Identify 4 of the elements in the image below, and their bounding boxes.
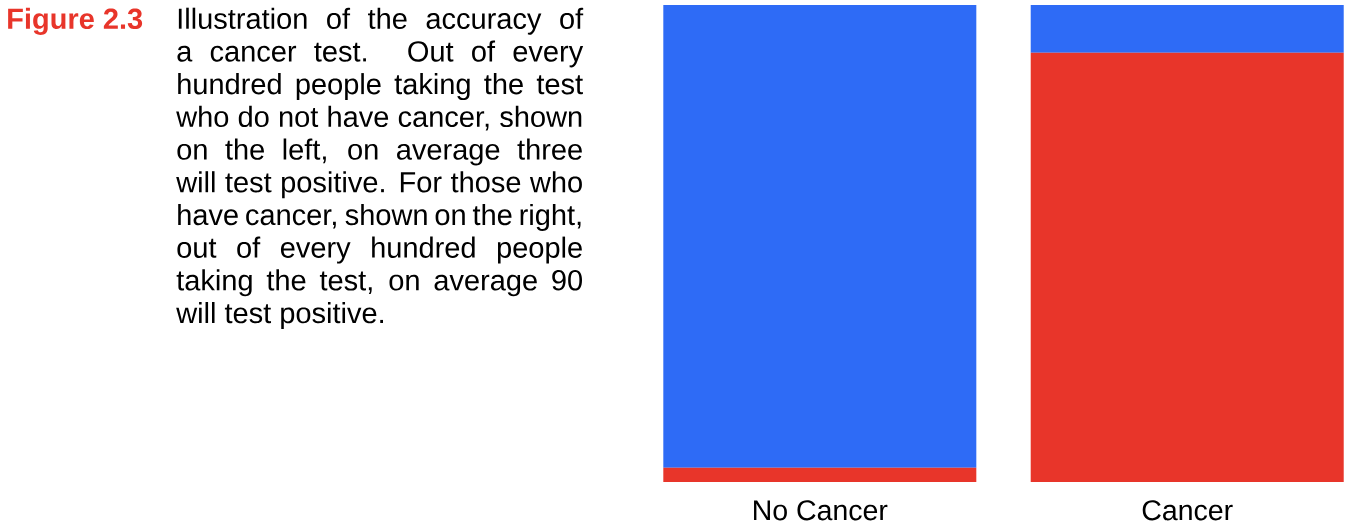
text: Figure 2.3: [8, 7, 143, 35]
text: Illustration of the accuracy of a cancer test. Out of every hundred people taking the test who do not have cancer, shown on the left, on average three will test positive. For those who have cancer, shown on the right, out of every hundred people taking the test, on average 90 will test positive.: [176, 7, 584, 330]
x-tick-label: Cancer: [1142, 500, 1233, 521]
x-tick-label: No Cancer: [754, 500, 888, 521]
